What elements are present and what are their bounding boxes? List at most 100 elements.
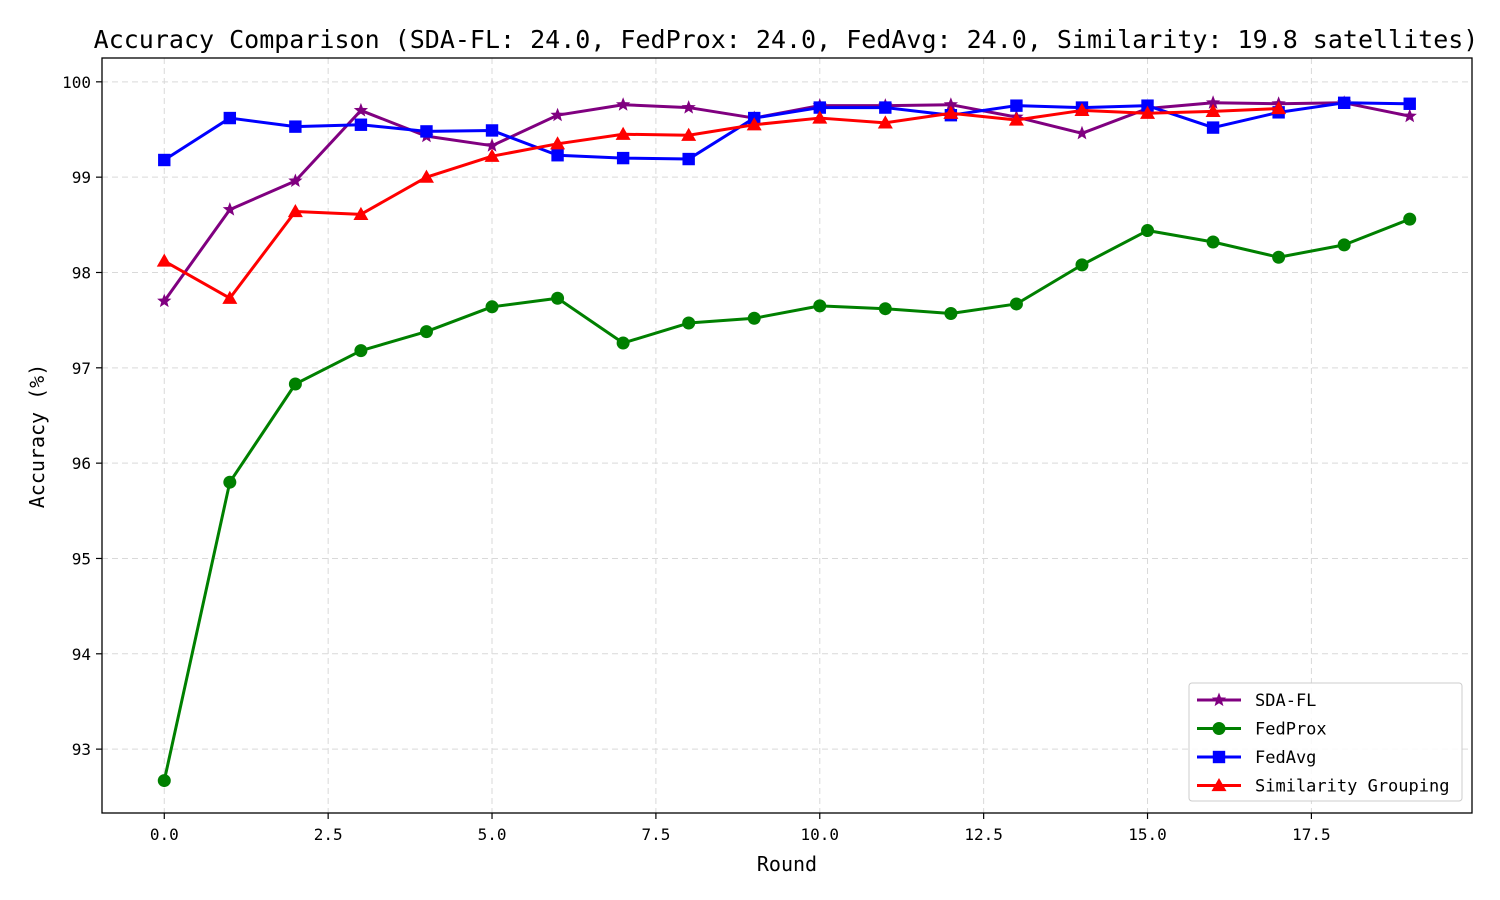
data-point-fedprox (1075, 258, 1089, 272)
data-point-sda-fl (943, 97, 959, 111)
y-tick-label: 96 (72, 454, 91, 473)
data-point-sda-fl (615, 97, 631, 111)
data-point-fedprox (223, 475, 237, 489)
data-point-similarity-grouping (418, 169, 434, 183)
data-point-sda-fl (353, 102, 369, 117)
data-point-fedprox (747, 311, 761, 325)
data-point-sda-fl (1402, 108, 1417, 123)
data-point-sda-fl (550, 107, 565, 122)
data-point-similarity-grouping (550, 136, 566, 150)
y-tick-label: 99 (72, 168, 91, 187)
legend-item-fedprox: FedProx (1197, 720, 1327, 740)
data-point-similarity-grouping (877, 115, 893, 129)
data-point-fedavg (354, 118, 368, 131)
data-point-fedavg (616, 151, 630, 165)
y-tick-label: 93 (72, 740, 91, 759)
data-point-similarity-grouping (156, 253, 172, 267)
series-similarity-grouping (156, 101, 1287, 304)
data-point-similarity-grouping (681, 127, 697, 141)
y-axis-label: Accuracy (%) (25, 364, 49, 509)
data-point-similarity-grouping (484, 148, 500, 162)
data-point-similarity-grouping (615, 126, 631, 140)
legend-label: SDA-FL (1255, 691, 1316, 711)
data-point-fedprox (288, 377, 302, 391)
data-point-fedavg (1141, 99, 1154, 112)
data-point-sda-fl (484, 138, 500, 152)
legend-item-fedavg: FedAvg (1197, 748, 1316, 768)
data-point-sda-fl (1205, 95, 1221, 109)
data-point-fedprox (1009, 297, 1023, 311)
data-point-fedavg (682, 152, 695, 166)
data-point-fedprox (354, 344, 368, 358)
x-tick-label: 15.0 (1128, 825, 1167, 844)
data-point-fedprox (878, 302, 892, 316)
series-layer (156, 95, 1417, 788)
data-point-fedavg (485, 124, 499, 137)
x-tick-label: 7.5 (641, 825, 670, 844)
data-point-similarity-grouping (353, 206, 369, 220)
series-line-similarity-grouping (163, 107, 1279, 300)
data-point-fedprox (1272, 250, 1286, 264)
legend-box (1188, 682, 1463, 802)
y-tick-label: 94 (72, 645, 91, 664)
data-point-fedavg (879, 101, 892, 114)
data-point-fedprox (616, 336, 630, 350)
y-tick-label: 95 (72, 549, 91, 568)
legend-label: Similarity Grouping (1255, 777, 1449, 797)
data-point-fedavg (813, 101, 826, 114)
legend-item-sda-fl: SDA-FL (1197, 691, 1316, 711)
x-tick-label: 2.5 (314, 825, 343, 844)
legend-swatch-marker (1211, 778, 1227, 792)
data-point-fedprox (419, 325, 433, 339)
legend: SDA-FL FedProx FedAvg Similarity Grouping (1188, 682, 1463, 802)
chart-title: Accuracy Comparison (SDA-FL: 24.0, FedPr… (94, 25, 1479, 54)
data-point-fedavg (289, 120, 302, 133)
data-point-fedprox (944, 306, 958, 320)
data-point-similarity-grouping (222, 290, 238, 304)
y-tick-label: 97 (72, 359, 91, 378)
series-fedprox (157, 212, 1417, 788)
x-axis-label: Round (757, 852, 817, 876)
data-point-sda-fl (1074, 125, 1090, 140)
plot-frame (101, 57, 1473, 814)
data-point-sda-fl (222, 202, 237, 216)
legend-swatch-marker (1211, 692, 1227, 707)
data-point-similarity-grouping (746, 117, 762, 131)
data-point-fedprox (485, 300, 499, 314)
data-point-fedavg (158, 153, 171, 167)
data-point-fedavg (1206, 121, 1220, 134)
data-point-similarity-grouping (812, 110, 828, 124)
data-point-similarity-grouping (1205, 103, 1221, 118)
data-point-fedavg (223, 111, 237, 125)
data-point-similarity-grouping (1140, 105, 1156, 119)
data-point-fedprox (682, 316, 696, 330)
data-point-fedavg (1010, 99, 1023, 112)
data-point-similarity-grouping (943, 105, 959, 119)
data-point-fedavg (1337, 96, 1351, 110)
legend-item-similarity-grouping: Similarity Grouping (1197, 777, 1449, 797)
data-point-fedprox (813, 299, 827, 313)
legend-swatch-marker (1212, 750, 1226, 764)
data-point-similarity-grouping (1008, 112, 1024, 126)
data-point-fedprox (1403, 212, 1417, 226)
legend-label: FedProx (1255, 720, 1327, 740)
data-point-sda-fl (681, 100, 696, 114)
data-point-similarity-grouping (1271, 101, 1287, 115)
data-point-similarity-grouping (287, 203, 303, 218)
x-tick-label: 12.5 (964, 825, 1003, 844)
data-point-fedprox (1206, 235, 1220, 249)
y-tick-label: 98 (72, 263, 91, 282)
data-point-fedprox (157, 774, 171, 788)
y-tick-label: 100 (62, 73, 91, 92)
x-tick-label: 10.0 (801, 825, 840, 844)
data-point-similarity-grouping (1074, 102, 1090, 117)
data-point-fedavg (551, 149, 564, 162)
data-point-fedavg (1403, 97, 1416, 110)
data-point-sda-fl (288, 173, 303, 188)
legend-label: FedAvg (1255, 748, 1316, 768)
data-point-fedavg (420, 125, 433, 138)
series-line-fedprox (162, 217, 1411, 781)
axis-ticks: 0.0 2.5 5.0 7.5 10.0 12.5 15.0 17.5 93 94 95 96 97 98… (62, 73, 1331, 844)
series-line-fedavg (163, 101, 1410, 162)
